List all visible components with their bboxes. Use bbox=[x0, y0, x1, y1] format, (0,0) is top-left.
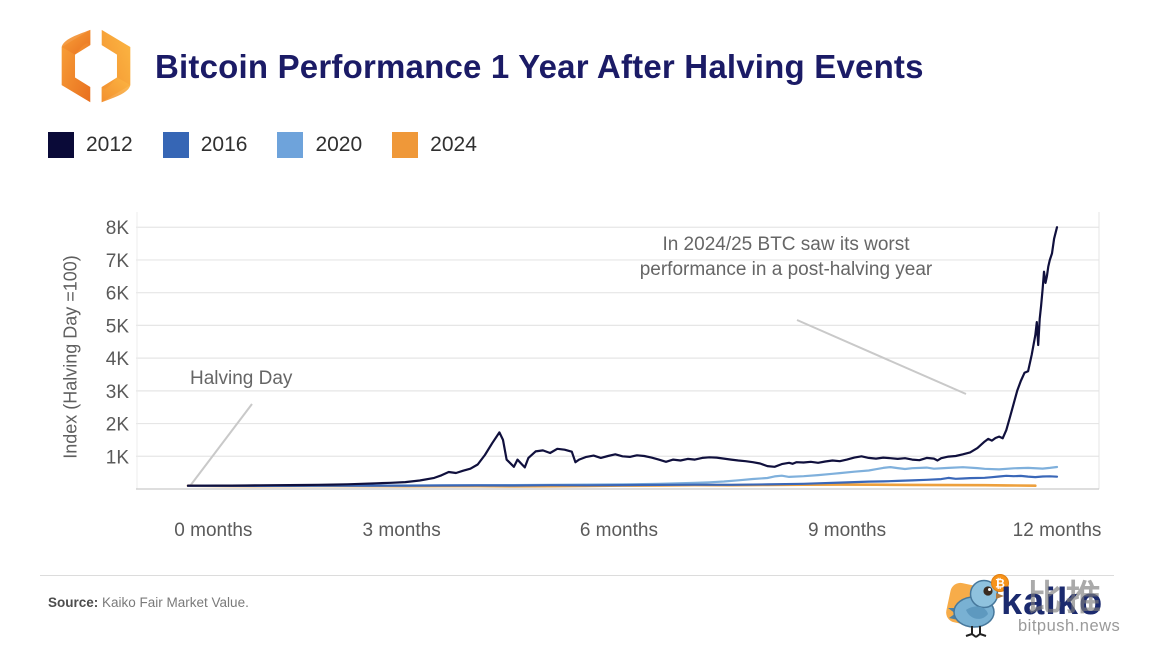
bitpush-bird-icon: ₿ bbox=[948, 574, 1009, 638]
y-tick-label-7K: 7K bbox=[106, 251, 130, 272]
bitpush-cjk-watermark: 比推 bbox=[1027, 579, 1106, 618]
line-chart: 1K 2K 3K 4K 5K 6K 7K 8K 0 months 3 months 6 months… bbox=[106, 212, 1102, 541]
annotation-halving-day: Halving Day bbox=[190, 368, 293, 389]
annotation-2024-performance: In 2024/25 BTC saw its worst performance… bbox=[639, 234, 933, 280]
annotation-leader-line bbox=[796, 319, 967, 395]
x-tick-label: 6 months bbox=[580, 520, 658, 541]
footer-divider bbox=[40, 575, 1114, 576]
series-line-2012 bbox=[186, 226, 1059, 487]
legend-item-2024: 2024 bbox=[392, 132, 477, 158]
x-tick-label: 0 months bbox=[174, 520, 252, 541]
series-line-2020 bbox=[186, 465, 1059, 487]
y-tick-label-6K: 6K bbox=[106, 284, 130, 305]
chart-legend: 2012 2016 2020 2024 bbox=[48, 132, 477, 158]
legend-label: 2016 bbox=[200, 133, 248, 156]
gridlines bbox=[136, 226, 1099, 457]
y-tick-label-1K: 1K bbox=[106, 447, 130, 468]
kaiko-wordmark: kaiko bbox=[1001, 581, 1104, 623]
y-tick-label-2K: 2K bbox=[106, 415, 130, 436]
bitcoin-badge: ₿ bbox=[995, 577, 1005, 591]
legend-label: 2020 bbox=[315, 133, 363, 156]
bitpush-site-label: bitpush.news bbox=[1018, 617, 1121, 635]
legend-item-2020: 2020 bbox=[277, 132, 362, 158]
y-tick-label-5K: 5K bbox=[106, 316, 130, 337]
kaiko-logo-icon bbox=[61, 29, 131, 103]
x-tick-label: 3 months bbox=[363, 520, 441, 541]
source-note: Source: Kaiko Fair Market Value. bbox=[48, 595, 249, 610]
legend-swatch-2012 bbox=[48, 132, 74, 158]
source-text: Kaiko Fair Market Value. bbox=[98, 595, 249, 610]
legend-item-2012: 2012 bbox=[48, 132, 133, 158]
legend-label: 2024 bbox=[430, 133, 477, 156]
x-tick-label: 9 months bbox=[808, 520, 886, 541]
source-label: Source: bbox=[48, 595, 99, 610]
page-title: Bitcoin Performance 1 Year After Halving… bbox=[155, 48, 924, 85]
series-line-2016 bbox=[186, 474, 1059, 487]
legend-item-2016: 2016 bbox=[162, 132, 248, 158]
legend-label: 2012 bbox=[86, 133, 133, 156]
legend-swatch-2020 bbox=[277, 132, 304, 158]
series-lines bbox=[186, 226, 1059, 488]
y-tick-label-8K: 8K bbox=[106, 218, 130, 239]
halving-day-leader-line bbox=[189, 403, 253, 487]
x-tick-label: 12 months bbox=[1013, 520, 1102, 541]
legend-swatch-2024 bbox=[392, 132, 419, 158]
legend-swatch-2016 bbox=[162, 132, 189, 158]
axis-tick-labels: 1K 2K 3K 4K 5K 6K 7K 8K 0 months 3 months 6 months… bbox=[106, 218, 1102, 541]
y-tick-label-4K: 4K bbox=[106, 349, 130, 370]
y-tick-label-3K: 3K bbox=[106, 382, 130, 403]
